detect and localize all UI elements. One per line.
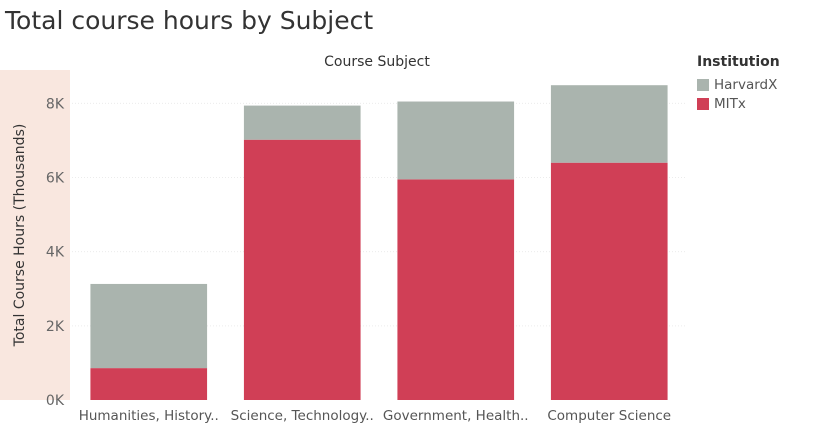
bar-harvardx-4[interactable] xyxy=(550,85,668,163)
bar-mitx-4[interactable] xyxy=(550,162,668,400)
chart-title: Total course hours by Subject xyxy=(5,6,374,35)
x-tick-label: Humanities, History.. xyxy=(79,408,219,424)
bar-harvardx-2[interactable] xyxy=(243,105,361,140)
bar-harvardx-1[interactable] xyxy=(90,283,208,369)
x-tick-label: Science, Technology.. xyxy=(231,408,374,424)
y-tick-label: 8K xyxy=(46,96,65,112)
y-tick-label: 6K xyxy=(46,171,65,187)
legend-label: MITx xyxy=(714,95,746,112)
y-axis-band xyxy=(0,70,70,400)
legend-swatch xyxy=(697,78,709,91)
x-tick-label: Computer Science xyxy=(547,408,671,424)
legend-item-harvardx[interactable]: HarvardX xyxy=(697,75,780,94)
x-tick-label: Government, Health.. xyxy=(383,408,529,424)
y-tick-label: 2K xyxy=(46,319,65,335)
bar-mitx-3[interactable] xyxy=(397,179,515,400)
column-header: Course Subject xyxy=(324,54,430,70)
y-axis: 0K 2K 4K 6K 8K xyxy=(46,96,65,409)
legend-swatch xyxy=(697,97,709,110)
bars xyxy=(90,85,668,400)
legend-item-mitx[interactable]: MITx xyxy=(697,94,780,113)
x-axis: Humanities, History.. Science, Technology… xyxy=(79,408,671,424)
legend: Institution HarvardX MITx xyxy=(697,54,780,113)
legend-title: Institution xyxy=(697,54,780,70)
y-tick-label: 0K xyxy=(46,393,65,409)
bar-harvardx-3[interactable] xyxy=(397,101,515,180)
y-axis-label: Total Course Hours (Thousands) xyxy=(12,124,28,348)
legend-label: HarvardX xyxy=(714,76,778,93)
bar-mitx-2[interactable] xyxy=(243,139,361,400)
bar-mitx-1[interactable] xyxy=(90,368,208,400)
y-tick-label: 4K xyxy=(46,245,65,261)
